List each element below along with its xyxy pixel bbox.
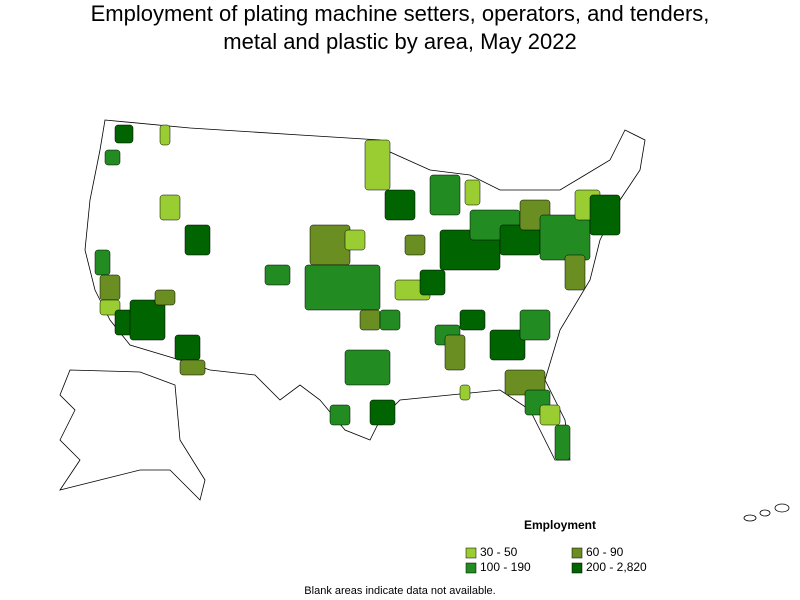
- footnote: Blank areas indicate data not available.: [304, 585, 495, 597]
- shaded-area: [159, 194, 181, 221]
- shaded-area: [174, 334, 201, 361]
- hawaii: [743, 503, 790, 522]
- shaded-area: [519, 309, 551, 341]
- shaded-area: [384, 189, 416, 221]
- shaded-area: [589, 194, 621, 236]
- shaded-area: [329, 404, 351, 426]
- shaded-area: [104, 149, 121, 166]
- legend-label: 30 - 50: [480, 545, 518, 559]
- title-line: Employment of plating machine setters, o…: [91, 1, 710, 26]
- shaded-area: [464, 179, 481, 206]
- alaska: [59, 369, 206, 501]
- shaded-area: [429, 174, 461, 216]
- shaded-area: [344, 349, 391, 386]
- legend-label: 100 - 190: [480, 560, 531, 574]
- shaded-area: [179, 359, 206, 376]
- shaded-area: [554, 424, 571, 461]
- shaded-area: [99, 274, 121, 301]
- shaded-area: [564, 254, 586, 291]
- shaded-area: [154, 289, 176, 306]
- us-map: [59, 119, 790, 522]
- shaded-area: [459, 384, 471, 401]
- shaded-area: [369, 399, 396, 426]
- legend-swatch: [465, 562, 477, 574]
- shaded-area: [309, 224, 351, 266]
- shaded-area: [264, 264, 291, 286]
- legend-swatch: [571, 547, 583, 559]
- shaded-area: [364, 139, 391, 191]
- legend-swatch: [571, 562, 583, 574]
- shaded-area: [539, 214, 591, 261]
- shaded-area: [379, 309, 401, 331]
- shaded-area: [94, 249, 111, 276]
- shaded-area: [114, 124, 134, 144]
- shaded-area: [129, 299, 166, 341]
- legend-label: 200 - 2,820: [586, 560, 647, 574]
- shaded-area: [359, 309, 381, 331]
- shaded-area: [304, 264, 381, 311]
- shaded-area: [99, 299, 121, 316]
- shaded-area: [344, 229, 366, 251]
- title-line: metal and plastic by area, May 2022: [223, 29, 576, 54]
- legend-label: 60 - 90: [586, 545, 624, 559]
- shaded-area: [404, 234, 426, 256]
- legend-title: Employment: [524, 518, 596, 532]
- shaded-area: [489, 329, 526, 361]
- shaded-area: [184, 224, 211, 256]
- shaded-area: [444, 334, 466, 371]
- shaded-area: [419, 269, 446, 296]
- legend-swatch: [465, 547, 477, 559]
- shaded-area: [459, 309, 486, 331]
- shaded-area: [539, 404, 561, 426]
- shaded-area: [159, 124, 171, 146]
